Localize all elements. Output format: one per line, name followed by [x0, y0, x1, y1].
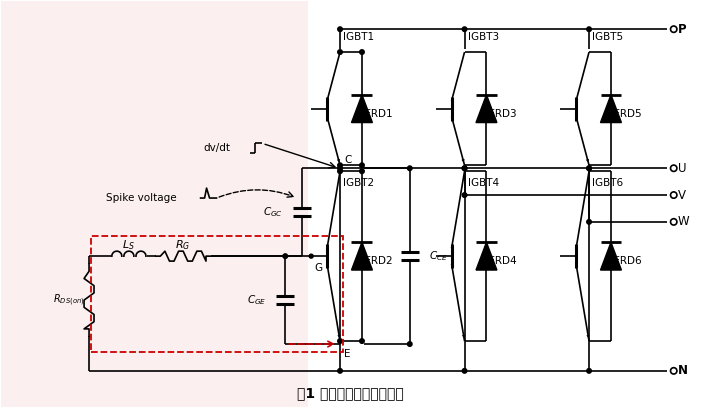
Text: $C_{GC}$: $C_{GC}$	[264, 205, 283, 219]
Circle shape	[338, 368, 342, 373]
Circle shape	[407, 342, 412, 346]
Text: FRD4: FRD4	[489, 256, 517, 266]
Polygon shape	[601, 242, 621, 270]
Circle shape	[587, 166, 592, 171]
Circle shape	[671, 26, 677, 32]
Circle shape	[462, 166, 467, 171]
Text: IGBT4: IGBT4	[468, 178, 498, 188]
Circle shape	[587, 27, 592, 31]
Text: IGBT2: IGBT2	[343, 178, 374, 188]
Circle shape	[338, 169, 342, 173]
Circle shape	[338, 166, 342, 171]
Text: E: E	[344, 349, 350, 359]
Text: FRD3: FRD3	[489, 109, 517, 119]
Circle shape	[407, 166, 412, 171]
Text: W: W	[678, 215, 689, 228]
Text: G: G	[314, 263, 322, 273]
Circle shape	[587, 368, 592, 373]
Bar	[1, 1, 308, 407]
Text: FRD2: FRD2	[365, 256, 393, 266]
Circle shape	[360, 163, 365, 168]
Polygon shape	[601, 95, 621, 122]
Text: U: U	[678, 162, 686, 175]
Text: $R_{DS(on)}$: $R_{DS(on)}$	[53, 293, 85, 308]
Circle shape	[283, 254, 287, 258]
Text: Spike voltage: Spike voltage	[106, 193, 177, 203]
Text: V: V	[678, 188, 686, 202]
Text: FRD5: FRD5	[614, 109, 641, 119]
Text: $L_S$: $L_S$	[123, 238, 135, 252]
Circle shape	[338, 27, 342, 31]
Circle shape	[462, 166, 467, 171]
Text: dv/dt: dv/dt	[203, 143, 231, 153]
Text: IGBT3: IGBT3	[468, 32, 498, 42]
Text: N: N	[678, 364, 688, 377]
Circle shape	[671, 368, 677, 374]
Text: FRD1: FRD1	[365, 109, 393, 119]
Circle shape	[587, 166, 592, 171]
Text: IGBT6: IGBT6	[592, 178, 623, 188]
Polygon shape	[351, 95, 372, 122]
Text: FRD6: FRD6	[614, 256, 641, 266]
Circle shape	[462, 27, 467, 31]
Text: IGBT5: IGBT5	[592, 32, 623, 42]
Text: $R_G$: $R_G$	[175, 238, 191, 252]
Circle shape	[462, 368, 467, 373]
Text: $C_{GE}$: $C_{GE}$	[247, 293, 266, 307]
Text: P: P	[678, 23, 686, 35]
Bar	[91, 236, 343, 352]
Circle shape	[671, 192, 677, 198]
Circle shape	[360, 169, 365, 173]
Text: $C_{CE}$: $C_{CE}$	[429, 249, 447, 263]
Circle shape	[671, 165, 677, 171]
Circle shape	[671, 219, 677, 225]
Text: 图1 半桥电路寄生参数模型: 图1 半桥电路寄生参数模型	[297, 387, 403, 401]
Circle shape	[462, 193, 467, 197]
Text: C: C	[344, 155, 351, 165]
Circle shape	[338, 50, 342, 54]
Circle shape	[360, 339, 365, 344]
Circle shape	[360, 50, 365, 54]
Circle shape	[338, 339, 342, 344]
Circle shape	[587, 220, 592, 224]
Text: IGBT1: IGBT1	[343, 32, 374, 42]
Polygon shape	[476, 95, 497, 122]
Polygon shape	[476, 242, 497, 270]
Circle shape	[338, 163, 342, 168]
Polygon shape	[351, 242, 372, 270]
Circle shape	[309, 254, 313, 258]
